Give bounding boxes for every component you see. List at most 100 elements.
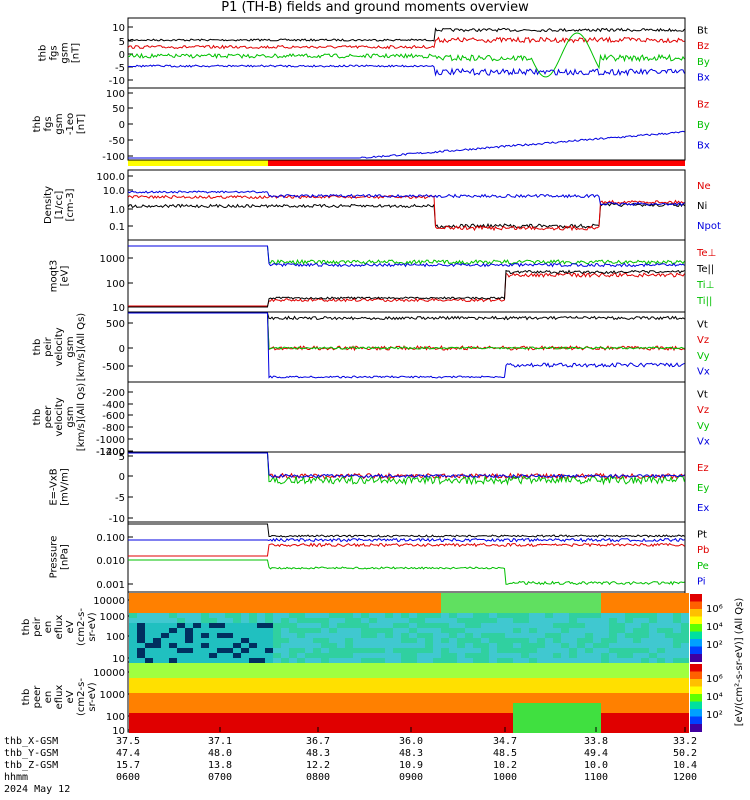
legend-Bz: Bz [697,99,709,110]
series-tipar [128,245,685,268]
legend-Pi: Pi [697,576,706,587]
series-pi [128,537,685,543]
legend-Vz: Vz [697,335,709,346]
panel-6: thbpeervelocitygsm[km/s](All Qs) -200-400… [32,381,710,458]
legend-Vz: Vz [697,405,709,416]
panel-7: E=-VxB[mV/m] 5 0 -5 -10 Ez Ey Ex [49,451,709,525]
orbit-value: 36.0 [398,736,424,747]
legend-Vx: Vx [697,366,710,377]
series-vy [128,312,685,350]
orbit-row-label: hhmm [4,772,29,783]
y-tick-label: 0 [119,120,125,131]
y-axis-label: Density[1/cc][cm-3] [43,186,76,224]
y-tick-label: 500 [106,319,125,330]
orbit-value: 10.9 [398,760,424,771]
legend-By: By [697,57,710,68]
spectrogram-ions [129,593,689,663]
y-tick-label: 100 [106,632,125,643]
panel-2: thbfgsgsm-1eo[nT] 100 50 0 -50 -100 Bz By Bx [32,87,710,163]
orbit-value: 50.2 [672,748,698,759]
orbit-value: 33.2 [672,736,698,747]
y-tick-label: 1000 [100,690,125,701]
orbit-value: 0700 [207,772,233,783]
panel-frame [127,521,686,593]
y-tick-label: 10.0 [103,186,125,197]
y-tick-label: 10 [112,23,125,34]
series-bt [127,27,685,42]
orbit-value: 10.2 [492,760,518,771]
orbit-value: 0900 [398,772,424,783]
y-tick-label: 10 [112,303,125,314]
panel-4: moqt3[eV] 1000 100 10 Te⊥ Te|| Ti⊥ Ti|| [49,239,716,314]
orbit-value: 15.7 [115,760,141,771]
legend-Ex: Ex [697,503,709,514]
panel-frame [127,239,686,313]
orbit-value: 49.4 [583,748,609,759]
y-tick-label: 100 [106,89,125,100]
y-tick-label: 100 [106,279,125,290]
y-axis-label: Pressure[nPa] [49,536,71,579]
orbit-value: 12.2 [305,760,331,771]
orbit-value: 1000 [492,772,518,783]
y-tick-label: -50 [109,136,125,147]
y-tick-label: -400 [102,400,125,411]
y-axis-label: thbfgsgsm-1eo[nT] [32,113,87,135]
series-ne [127,194,685,232]
panel-3: Density[1/cc][cm-3] 100.0 10.0 1.0 0.1 Ne Ni Np… [43,169,721,241]
y-tick-label: 50 [112,104,125,115]
orbit-value: 10.4 [672,760,698,771]
y-tick-label: 5 [119,452,125,463]
legend-Ni: Ni [697,201,707,212]
legend-Ez: Ez [697,463,709,474]
series-ti [128,245,685,266]
y-tick-label: -500 [102,362,125,373]
orbit-value: 13.8 [207,760,233,771]
y-tick-label: -1400 [96,447,125,458]
legend-By: By [697,120,710,131]
legend-Te⊥: Te⊥ [696,248,716,259]
colorbar-tick: 10² [706,710,723,721]
series-npot [127,190,685,207]
y-tick-label: -1000 [96,435,125,446]
orbit-value: 0600 [115,772,141,783]
y-tick-label: 0.100 [96,533,125,544]
series-vz [128,312,685,352]
series-vt [128,312,685,321]
y-tick-label: 1000 [100,254,125,265]
legend-Bz: Bz [697,41,709,52]
y-tick-label: 0 [119,472,125,483]
colorbar-label: [eV/(cm²-s-sr-eV)] (All Qs) [734,598,745,727]
legend-Vt: Vt [697,320,708,331]
legend-Ti⊥: Ti⊥ [696,280,714,291]
legend-Vt: Vt [697,390,708,401]
series-tepar [128,269,685,308]
orbit-value: 37.5 [115,736,141,747]
legend-Vy: Vy [697,421,710,432]
orbit-value: 33.8 [583,736,609,747]
colorbar: 10⁶ 10⁶ 10⁴ 10⁴ 10² 10² [eV/(cm²-s-sr-eV)] (Al… [690,594,745,732]
orbit-value: 48.0 [207,748,233,759]
spectrogram-electrons [129,663,689,733]
orbit-value: 36.7 [305,736,331,747]
legend-Pt: Pt [697,530,707,541]
orbit-value: 48.5 [492,748,518,759]
panel-frame [127,87,686,161]
y-tick-label: -100 [102,152,125,163]
colorbar-tick: 10⁴ [706,692,723,703]
y-tick-label: 10000 [93,668,125,679]
y-tick-label: 0.010 [96,556,125,567]
series-te [128,272,685,307]
legend-Vx: Vx [697,436,710,447]
series-vx [128,312,685,379]
y-tick-label: 100 [106,712,125,723]
legend-Vy: Vy [697,351,710,362]
date-label: 2024 May 12 [4,784,71,795]
y-tick-label: 5 [119,37,125,48]
series-bx [127,64,685,77]
panel-5: thbpeirvelocitygsm[km/s](All Qs) 500 0 -500… [32,311,710,383]
colorbar-tick: 10⁶ [706,674,723,685]
legend-Pb: Pb [697,545,709,556]
orbit-value: 47.4 [115,748,141,759]
orbit-row-label: thb_Z-GSM [4,760,59,771]
